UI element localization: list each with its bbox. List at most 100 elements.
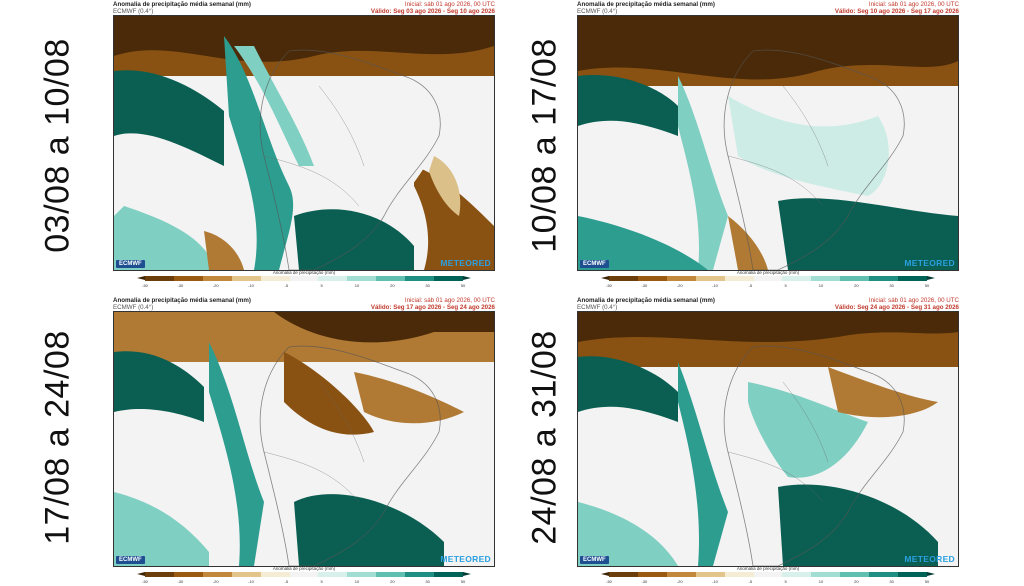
colorbar-tick-label: 5: [784, 579, 787, 584]
colorbar-ticks: -50 -30 -20 -10 -5 5 10 20 30 50: [142, 283, 466, 289]
colorbar-tick-label: 30: [889, 579, 894, 584]
map-graphic: [578, 16, 958, 270]
panel-header: Anomalia de precipitação média semanal (…: [577, 296, 959, 316]
colorbar-tick-label: 10: [354, 283, 360, 288]
colorbar-tick-label: 10: [354, 579, 360, 584]
colorbar-tick-label: -50: [142, 283, 148, 288]
colorbar-tick-label: -10: [712, 283, 718, 288]
colorbar-segment: [869, 276, 899, 281]
precip-anomaly-map: ECMWF METEORED: [113, 15, 495, 271]
colorbar-arrow-low: [137, 276, 145, 280]
panel-model: ECMWF (0.4°): [113, 8, 154, 15]
colorbar-segment: [869, 572, 899, 577]
colorbar-segment: [405, 572, 435, 577]
colorbar-segment: [753, 276, 783, 281]
map-graphic: [578, 312, 958, 566]
panel-title: Anomalia de precipitação média semanal (…: [113, 297, 251, 304]
colorbar-segment: [347, 572, 377, 577]
colorbar-tick-label: -50: [606, 579, 612, 584]
colorbar-tick-label: 20: [854, 283, 859, 288]
colorbar-tick-label: -20: [212, 579, 219, 584]
colorbar-segment: [173, 276, 203, 281]
panel-valid-range: Válido: Seg 03 ago 2026 - Seg 10 ago 202…: [370, 8, 495, 15]
colorbar-tick-label: -5: [748, 283, 753, 288]
colorbar-segment: [145, 276, 174, 281]
panel-model: ECMWF (0.4°): [113, 304, 154, 311]
panel-title: Anomalia de precipitação média semanal (…: [577, 297, 715, 304]
colorbar-tick-label: -20: [212, 283, 219, 288]
meteored-logo: METEORED: [904, 554, 955, 564]
colorbar-tick-label: -50: [606, 283, 612, 288]
precip-anomaly-map: ECMWF METEORED: [113, 311, 495, 567]
colorbar: [137, 572, 471, 577]
ecmwf-logo: ECMWF: [580, 556, 609, 564]
panel-title: Anomalia de precipitação média semanal (…: [577, 1, 715, 8]
colorbar-segment: [666, 276, 696, 281]
colorbar-segment: [260, 572, 290, 577]
colorbar-tick-label: -10: [712, 579, 718, 584]
colorbar-title: Anomalia de precipitação (mm): [736, 270, 800, 275]
panel-header: Anomalia de precipitação média semanal (…: [113, 296, 495, 316]
colorbar-title: Anomalia de precipitação (mm): [272, 566, 336, 571]
colorbar-tick-label: -5: [748, 579, 753, 584]
colorbar-ticks: -50 -30 -20 -10 -5 5 10 20 30 50: [606, 579, 930, 585]
colorbar-segment: [609, 276, 638, 281]
map-panel-4: Anomalia de precipitação média semanal (…: [577, 296, 959, 586]
colorbar-segment: [347, 276, 377, 281]
colorbar-segment: [695, 572, 725, 577]
colorbar-ticks: -50 -30 -20 -10 -5 5 10 20 30 50: [142, 579, 466, 585]
colorbar-tick-label: 20: [390, 579, 395, 584]
colorbar-tick-label: 20: [390, 283, 395, 288]
colorbar-tick-label: 30: [889, 283, 894, 288]
colorbar-tick-label: 50: [924, 579, 930, 584]
colorbar-segment: [434, 572, 463, 577]
colorbar-tick-label: -20: [676, 283, 683, 288]
panel-header: Anomalia de precipitação média semanal (…: [577, 0, 959, 20]
ecmwf-logo: ECMWF: [116, 556, 145, 564]
colorbar-tick-label: 10: [818, 579, 824, 584]
colorbar-arrow-high: [462, 276, 471, 280]
colorbar-tick-label: 30: [425, 283, 430, 288]
colorbar-tick-label: -30: [177, 579, 184, 584]
colorbar-segment: [231, 276, 261, 281]
map-panel-2: Anomalia de precipitação média semanal (…: [577, 0, 959, 290]
colorbar-segment: [231, 572, 261, 577]
colorbar-segment: [609, 572, 638, 577]
ecmwf-logo: ECMWF: [580, 260, 609, 268]
colorbar-tick-label: 50: [460, 283, 466, 288]
colorbar-segment: [782, 276, 812, 281]
period-label-1: 03/08 a 10/08: [38, 37, 77, 253]
panel-init-time: Inicial: sáb 01 ago 2026, 00 UTC: [404, 297, 495, 304]
colorbar-segment: [898, 572, 927, 577]
colorbar-arrow-high: [462, 572, 471, 576]
colorbar-tick-label: -20: [676, 579, 683, 584]
colorbar-tick-label: -50: [142, 579, 148, 584]
map-graphic: [114, 16, 494, 270]
colorbar-segment: [782, 572, 812, 577]
panel-valid-range: Válido: Seg 10 ago 2026 - Seg 17 ago 202…: [834, 8, 959, 15]
colorbar-arrow-high: [926, 276, 935, 280]
colorbar-segment: [318, 276, 348, 281]
colorbar-segment: [724, 572, 754, 577]
colorbar-title: Anomalia de precipitação (mm): [736, 566, 800, 571]
colorbar-tick-label: -10: [248, 579, 254, 584]
colorbar-segment: [811, 572, 841, 577]
map-panel-3: Anomalia de precipitação média semanal (…: [113, 296, 495, 586]
panel-valid-range: Válido: Seg 17 ago 2026 - Seg 24 ago 202…: [370, 304, 495, 311]
colorbar-tick-label: 5: [320, 283, 323, 288]
colorbar-segment: [318, 572, 348, 577]
panel-init-time: Inicial: sáb 01 ago 2026, 00 UTC: [404, 1, 495, 8]
colorbar-tick-label: -30: [177, 283, 184, 288]
colorbar-segment: [202, 276, 232, 281]
colorbar-title: Anomalia de precipitação (mm): [272, 270, 336, 275]
colorbar-arrow-low: [601, 572, 609, 576]
colorbar-tick-label: 5: [784, 283, 787, 288]
colorbar-segment: [724, 276, 754, 281]
precip-anomaly-map: ECMWF METEORED: [577, 15, 959, 271]
colorbar-segment: [840, 572, 870, 577]
panel-header: Anomalia de precipitação média semanal (…: [113, 0, 495, 20]
colorbar-tick-label: 50: [460, 579, 466, 584]
colorbar-segment: [753, 572, 783, 577]
panel-init-time: Inicial: sáb 01 ago 2026, 00 UTC: [868, 1, 959, 8]
colorbar-tick-label: -30: [641, 283, 648, 288]
